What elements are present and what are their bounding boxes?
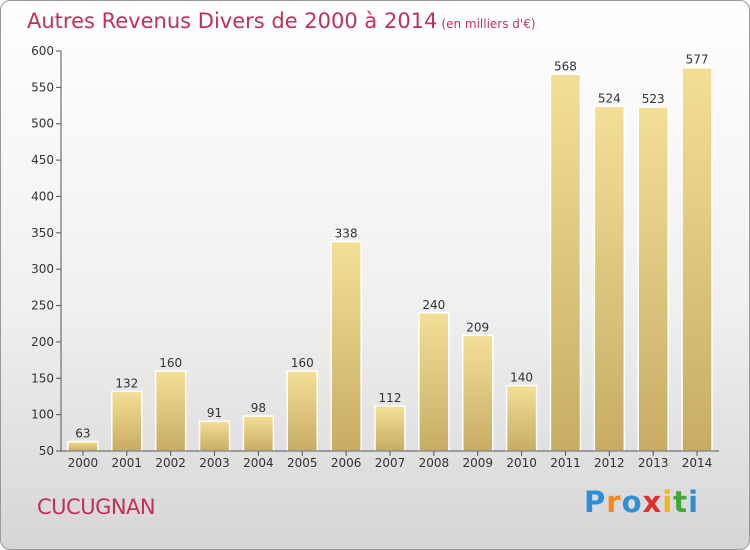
bar xyxy=(461,334,494,452)
bar xyxy=(154,370,187,452)
y-tick-label: 50 xyxy=(39,444,54,458)
bar xyxy=(67,440,99,452)
y-tick-label: 150 xyxy=(31,371,54,385)
bar xyxy=(242,415,275,452)
x-tick-label: 2012 xyxy=(594,456,625,470)
bar-value-label: 91 xyxy=(207,406,222,420)
x-axis: 2000 2001 2002 2003 2004 2005 2006 2007 2008 2009… xyxy=(61,450,719,470)
x-tick-label: 2010 xyxy=(506,456,537,470)
bar xyxy=(198,420,231,452)
x-tick-label: 2003 xyxy=(199,456,230,470)
x-tick-label: 2004 xyxy=(243,456,274,470)
bar xyxy=(374,405,406,452)
y-tick-label: 400 xyxy=(31,189,54,203)
x-tick-label: 2008 xyxy=(419,456,450,470)
chart-title-unit: (en milliers d'€) xyxy=(441,17,536,31)
bar xyxy=(418,312,450,452)
bar-value-label: 98 xyxy=(251,401,266,415)
y-tick-label: 100 xyxy=(31,408,54,422)
y-tick-label: 300 xyxy=(31,262,54,276)
x-tick-label: 2011 xyxy=(550,456,581,470)
x-tick-label: 2009 xyxy=(462,456,493,470)
y-tick-label: 450 xyxy=(31,153,54,167)
bar xyxy=(549,73,582,452)
bar-value-label: 112 xyxy=(379,391,402,405)
bar-value-label: 523 xyxy=(642,92,665,106)
x-tick-label: 2002 xyxy=(155,456,186,470)
x-tick-label: 2013 xyxy=(638,456,669,470)
chart-title: Autres Revenus Divers de 2000 à 2014 (en … xyxy=(27,9,536,33)
proxiti-logo: Proxiti xyxy=(584,485,700,519)
bar xyxy=(637,106,669,452)
y-axis: 50 100 150 200 250 300 350 400 450 500 550 600 xyxy=(31,44,62,458)
bar xyxy=(330,240,362,452)
x-tick-label: 2005 xyxy=(287,456,318,470)
bar-value-label: 577 xyxy=(686,53,709,67)
x-tick-label: 2000 xyxy=(68,456,99,470)
commune-name: CUCUGNAN xyxy=(37,495,156,519)
bar-value-label: 240 xyxy=(422,298,445,312)
x-tick-label: 2006 xyxy=(331,456,362,470)
y-tick-label: 350 xyxy=(31,226,54,240)
bar-value-label: 160 xyxy=(159,356,182,370)
bar-value-label: 140 xyxy=(510,371,533,385)
bar xyxy=(593,105,626,452)
bar xyxy=(286,370,319,452)
y-tick-label: 250 xyxy=(31,299,54,313)
bars-group: 63 132 160 91 98 160 338 112 240 209 140 568 524 523 5… xyxy=(67,53,713,452)
y-tick-label: 200 xyxy=(31,335,54,349)
bar xyxy=(505,384,538,452)
bar xyxy=(111,390,143,452)
y-tick-label: 600 xyxy=(31,44,54,58)
bar-value-label: 568 xyxy=(554,59,577,73)
chart-title-text: Autres Revenus Divers de 2000 à 2014 xyxy=(27,9,438,33)
y-tick-label: 550 xyxy=(31,80,54,94)
bar-value-label: 209 xyxy=(466,320,489,334)
bar-value-label: 132 xyxy=(115,376,138,390)
bar-value-label: 160 xyxy=(291,356,314,370)
bar-value-label: 63 xyxy=(75,427,90,441)
bar-value-label: 338 xyxy=(335,227,358,241)
bar-value-label: 524 xyxy=(598,91,621,105)
x-tick-label: 2001 xyxy=(112,456,143,470)
x-tick-label: 2007 xyxy=(375,456,406,470)
x-tick-label: 2014 xyxy=(682,456,713,470)
bar xyxy=(681,66,713,452)
y-tick-label: 500 xyxy=(31,117,54,131)
